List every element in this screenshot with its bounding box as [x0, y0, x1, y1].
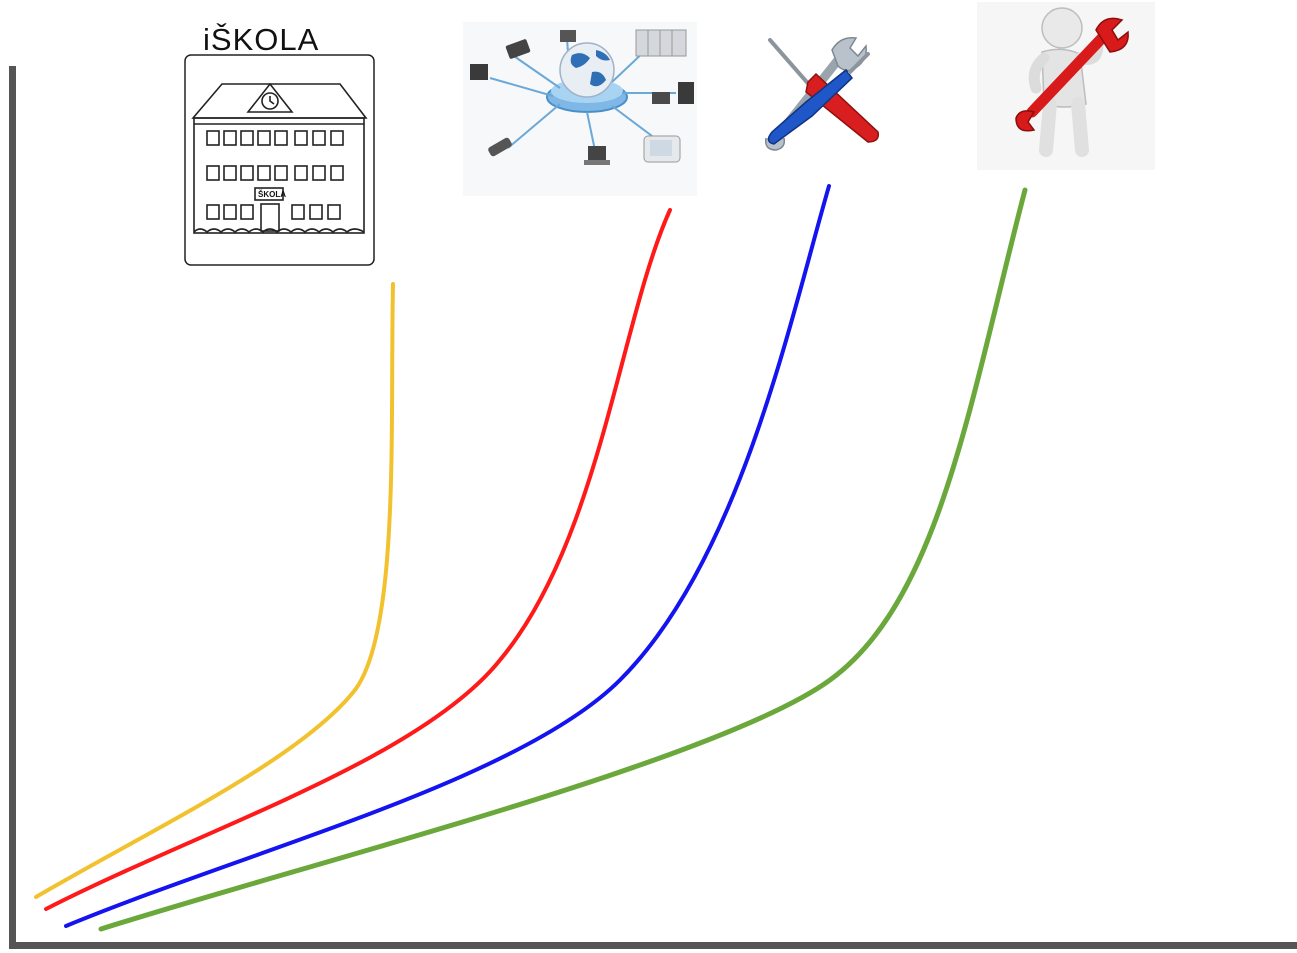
- x-axis: [9, 942, 1297, 949]
- school-drawing: [191, 82, 368, 234]
- school-caption: iŠKOLA: [203, 22, 319, 57]
- curve-support: [98, 187, 1028, 932]
- growth-curves: [34, 184, 1028, 932]
- curve-school: [34, 282, 395, 899]
- school-building-icon: iŠKOLA: [184, 22, 375, 266]
- person-with-wrench-icon: [977, 2, 1155, 170]
- axes: [9, 66, 1297, 949]
- curve-network: [44, 208, 672, 911]
- screwdriver-wrench-icon: [764, 37, 880, 151]
- curve-tools: [64, 184, 831, 928]
- school-sign-text: ŠKOLA: [258, 190, 286, 199]
- y-axis: [9, 66, 16, 949]
- computer-network-icon: [463, 22, 697, 196]
- school-frame: [184, 54, 375, 266]
